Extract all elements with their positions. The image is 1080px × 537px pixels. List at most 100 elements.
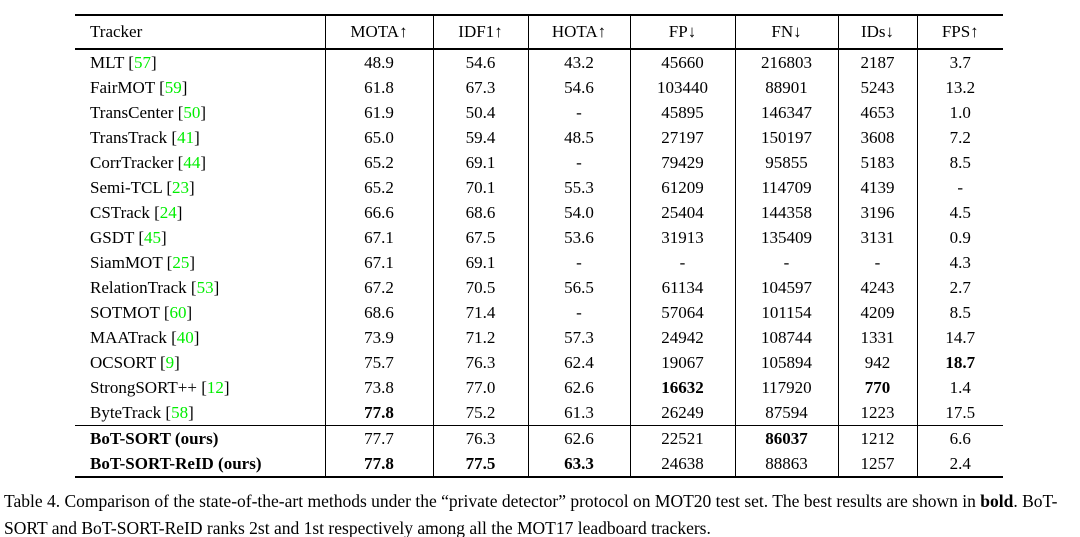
citation-link[interactable]: 45 bbox=[144, 227, 162, 247]
metric-cell-fn: 88863 bbox=[735, 451, 839, 477]
tracker-name-cell: StrongSORT++ [12] bbox=[75, 375, 326, 400]
metric-cell-mota: 65.2 bbox=[325, 150, 434, 175]
metric-cell-fn: 146347 bbox=[735, 100, 839, 125]
metric-cell-fn: 216803 bbox=[735, 49, 839, 75]
header-row: Tracker MOTA↑ IDF1↑ HOTA↑ FP↓ FN↓ IDs↓ FPS↑ bbox=[75, 15, 1003, 49]
metric-cell-idf1: 67.5 bbox=[433, 225, 529, 250]
table-caption: Table 4. Comparison of the state-of-the-… bbox=[4, 488, 1076, 537]
table-row: OCSORT [9] 75.7 76.3 62.4 19067 105894 942 18.7 bbox=[75, 350, 1003, 375]
metric-cell-hota: - bbox=[528, 250, 631, 275]
metric-cell-fn: 87594 bbox=[735, 400, 839, 426]
metric-cell-mota: 68.6 bbox=[325, 300, 434, 325]
tracker-name-cell: CorrTracker [44] bbox=[75, 150, 326, 175]
metric-cell-mota: 77.7 bbox=[325, 425, 434, 451]
tracker-name: BoT-SORT (ours) bbox=[90, 428, 219, 448]
tracker-name: MAATrack bbox=[90, 327, 167, 347]
tracker-name: TransTrack bbox=[90, 127, 168, 147]
citation-link[interactable]: 40 bbox=[176, 327, 194, 347]
citation-link[interactable]: 41 bbox=[177, 127, 195, 147]
tracker-name: CSTrack bbox=[90, 202, 150, 222]
metric-cell-fps: 1.4 bbox=[949, 377, 971, 397]
table-row: SiamMOT [25] 67.1 69.1- - - -4.3 bbox=[75, 250, 1003, 275]
metric-cell-mota: 67.1 bbox=[325, 225, 434, 250]
metric-cell-mota: 67.1 bbox=[325, 250, 434, 275]
citation-link[interactable]: 24 bbox=[159, 202, 177, 222]
metric-cell-ids: 4139 bbox=[838, 175, 918, 200]
metric-cell-fps: 2.4 bbox=[949, 453, 971, 473]
column-header-fps: FPS↑ bbox=[941, 22, 979, 41]
citation-link[interactable]: 23 bbox=[172, 177, 190, 197]
metric-cell-hota: 63.3 bbox=[528, 451, 631, 477]
metric-cell-hota: 62.6 bbox=[528, 425, 631, 451]
metric-cell-ids: 3608 bbox=[838, 125, 918, 150]
metric-cell-mota: 73.9 bbox=[325, 325, 434, 350]
citation-link[interactable]: 58 bbox=[171, 402, 189, 422]
metric-cell-fp: 19067 bbox=[630, 350, 736, 375]
metric-cell-ids: - bbox=[838, 250, 918, 275]
metric-cell-fp: 103440 bbox=[630, 75, 736, 100]
metric-cell-idf1: 71.4 bbox=[433, 300, 529, 325]
table-row: SOTMOT [60] 68.6 71.4-57064 101154 4209 8.5 bbox=[75, 300, 1003, 325]
metric-cell-hota: - bbox=[528, 150, 631, 175]
citation-link[interactable]: 44 bbox=[183, 152, 201, 172]
metric-cell-fp: 45895 bbox=[630, 100, 736, 125]
table-row: RelationTrack [53] 67.2 70.5 56.5 61134 10459… bbox=[75, 275, 1003, 300]
column-header-ids: IDs↓ bbox=[838, 15, 918, 49]
tracker-name-cell: MAATrack [40] bbox=[75, 325, 326, 350]
metric-cell-fp: 26249 bbox=[630, 400, 736, 426]
tracker-name-cell: SiamMOT [25] bbox=[75, 250, 326, 275]
metric-cell-ids: 4209 bbox=[838, 300, 918, 325]
metric-cell-hota: 43.2 bbox=[528, 49, 631, 75]
tracker-name: StrongSORT++ bbox=[90, 377, 197, 397]
metric-cell-fps: 7.2 bbox=[949, 127, 971, 147]
metric-cell-idf1: 76.3 bbox=[433, 425, 529, 451]
tracker-name: SOTMOT bbox=[90, 302, 160, 322]
table-row: CSTrack [24] 66.6 68.6 54.0 25404 144358 3196 4… bbox=[75, 200, 1003, 225]
metric-cell-fp: 24638 bbox=[630, 451, 736, 477]
metric-cell-ids: 3131 bbox=[838, 225, 918, 250]
metric-cell-ids: 2187 bbox=[838, 49, 918, 75]
citation-link[interactable]: 50 bbox=[183, 102, 201, 122]
metric-cell-fps: 3.7 bbox=[949, 52, 971, 72]
metric-cell-fps: 1.0 bbox=[949, 102, 971, 122]
tracker-name-cell: Semi-TCL [23] bbox=[75, 175, 326, 200]
metric-cell-fn: 88901 bbox=[735, 75, 839, 100]
table-row: CorrTracker [44] 65.2 69.1-79429 95855 5183 8… bbox=[75, 150, 1003, 175]
table-row: TransTrack [41] 65.0 59.4 48.5 27197 150197 36… bbox=[75, 125, 1003, 150]
metric-cell-hota: 61.3 bbox=[528, 400, 631, 426]
citation-link[interactable]: 53 bbox=[196, 277, 214, 297]
column-header-hota: HOTA↑ bbox=[528, 15, 631, 49]
metric-cell-fp: 22521 bbox=[630, 425, 736, 451]
metric-cell-ids: 5243 bbox=[838, 75, 918, 100]
metric-cell-fn: 144358 bbox=[735, 200, 839, 225]
tracker-name: Semi-TCL bbox=[90, 177, 163, 197]
table-header: Tracker MOTA↑ IDF1↑ HOTA↑ FP↓ FN↓ IDs↓ FPS↑ bbox=[75, 15, 1003, 49]
tracker-name-cell: OCSORT [9] bbox=[75, 350, 326, 375]
citation-link[interactable]: 9 bbox=[165, 352, 175, 372]
tracker-name-cell: CSTrack [24] bbox=[75, 200, 326, 225]
metric-cell-fps: 17.5 bbox=[945, 402, 976, 422]
metric-cell-ids: 1212 bbox=[838, 425, 918, 451]
citation-link[interactable]: 25 bbox=[172, 252, 190, 272]
table-row: BoT-SORT (ours) 77.7 76.3 62.6 22521 86037 121… bbox=[75, 425, 1003, 451]
metric-cell-fn: 135409 bbox=[735, 225, 839, 250]
metric-cell-fn: 114709 bbox=[735, 175, 839, 200]
table-row: MLT [57] 48.9 54.6 43.2 45660 216803 2187 3.7 bbox=[75, 49, 1003, 75]
metric-cell-hota: 56.5 bbox=[528, 275, 631, 300]
metric-cell-idf1: 76.3 bbox=[433, 350, 529, 375]
metric-cell-fn: 86037 bbox=[735, 425, 839, 451]
metric-cell-ids: 4653 bbox=[838, 100, 918, 125]
tracker-name: CorrTracker bbox=[90, 152, 174, 172]
metric-cell-mota: 65.0 bbox=[325, 125, 434, 150]
metric-cell-mota: 61.8 bbox=[325, 75, 434, 100]
citation-link[interactable]: 60 bbox=[169, 302, 187, 322]
metric-cell-fp: 25404 bbox=[630, 200, 736, 225]
citation-link[interactable]: 59 bbox=[164, 77, 182, 97]
citation-link[interactable]: 12 bbox=[206, 377, 224, 397]
metric-cell-mota: 48.9 bbox=[325, 49, 434, 75]
metric-cell-idf1: 50.4 bbox=[433, 100, 529, 125]
caption-bold-text: bold bbox=[980, 491, 1014, 511]
citation-link[interactable]: 57 bbox=[133, 52, 151, 72]
tracker-name: BoT-SORT-ReID (ours) bbox=[90, 453, 262, 473]
metric-cell-fps: 0.9 bbox=[949, 227, 971, 247]
